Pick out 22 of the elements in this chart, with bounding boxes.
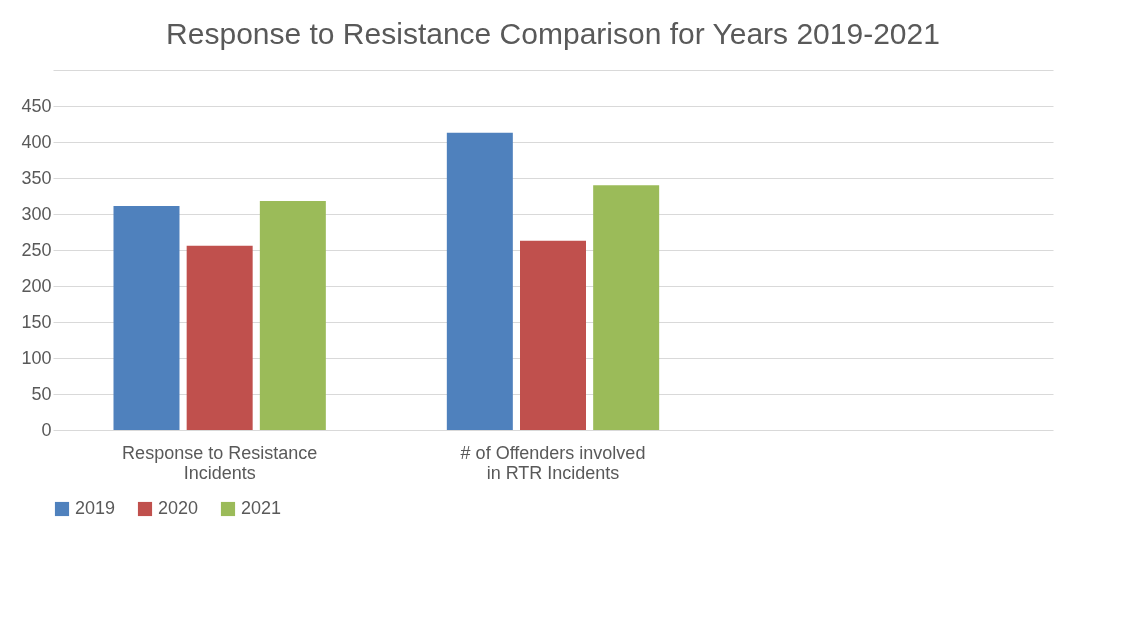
legend-label: 2020 — [158, 498, 199, 518]
bar — [186, 245, 253, 430]
legend-label: 2021 — [241, 498, 282, 518]
y-tick-label: 100 — [21, 347, 52, 368]
bar — [446, 132, 513, 430]
y-tick-label: 350 — [21, 167, 52, 188]
y-tick-label: 0 — [41, 419, 52, 440]
x-tick-label: # of Offenders involved in RTR Incidents — [460, 442, 646, 483]
y-tick-label: 300 — [21, 203, 52, 224]
chart-title: Response to Resistance Comparison for Years 2019-2021 — [166, 17, 940, 50]
bar — [520, 240, 586, 430]
legend-label: 2019 — [75, 498, 116, 518]
y-tick-label: 250 — [21, 239, 52, 260]
bar — [113, 206, 180, 430]
y-tick-label: 50 — [31, 383, 52, 404]
x-tick-label: Response to Resistance Incidents — [122, 442, 318, 483]
y-tick-label: 150 — [21, 311, 52, 332]
bar — [593, 185, 660, 430]
y-tick-label: 400 — [21, 131, 52, 152]
y-tick-label: 200 — [21, 275, 52, 296]
bar — [259, 201, 326, 430]
y-tick-label: 450 — [21, 95, 52, 116]
